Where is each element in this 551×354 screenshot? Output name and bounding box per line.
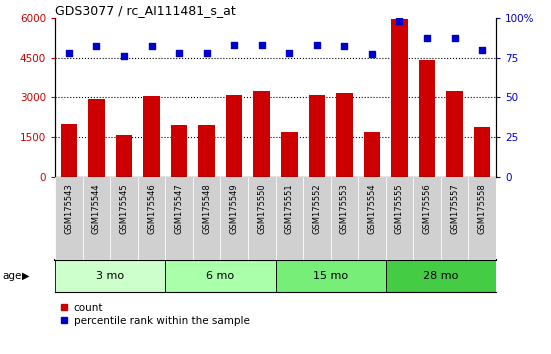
- FancyBboxPatch shape: [55, 177, 83, 260]
- FancyBboxPatch shape: [110, 177, 138, 260]
- FancyBboxPatch shape: [386, 260, 496, 292]
- Text: GSM175553: GSM175553: [340, 184, 349, 234]
- Point: [285, 50, 294, 56]
- Text: GSM175543: GSM175543: [64, 184, 73, 234]
- Point: [120, 53, 128, 59]
- FancyBboxPatch shape: [165, 177, 193, 260]
- Text: GSM175554: GSM175554: [368, 184, 376, 234]
- Text: GSM175551: GSM175551: [285, 184, 294, 234]
- Point: [368, 51, 376, 57]
- FancyBboxPatch shape: [303, 177, 331, 260]
- FancyBboxPatch shape: [83, 177, 110, 260]
- FancyBboxPatch shape: [55, 260, 165, 292]
- Bar: [253, 91, 270, 177]
- Point: [202, 50, 211, 56]
- Bar: [446, 91, 463, 177]
- Bar: [198, 125, 215, 177]
- Text: GSM175557: GSM175557: [450, 184, 459, 234]
- FancyBboxPatch shape: [276, 260, 386, 292]
- Text: GSM175546: GSM175546: [147, 184, 156, 234]
- Text: GSM175555: GSM175555: [395, 184, 404, 234]
- Text: age: age: [3, 271, 22, 281]
- FancyBboxPatch shape: [468, 177, 496, 260]
- FancyBboxPatch shape: [331, 177, 358, 260]
- Legend: count, percentile rank within the sample: count, percentile rank within the sample: [60, 303, 250, 326]
- Text: GDS3077 / rc_AI111481_s_at: GDS3077 / rc_AI111481_s_at: [55, 4, 236, 17]
- FancyBboxPatch shape: [138, 177, 165, 260]
- Point: [175, 50, 183, 56]
- Text: ▶: ▶: [22, 271, 30, 281]
- Text: GSM175545: GSM175545: [120, 184, 128, 234]
- Text: GSM175556: GSM175556: [423, 184, 431, 234]
- Bar: [336, 93, 353, 177]
- Point: [312, 42, 321, 47]
- Bar: [88, 99, 105, 177]
- Point: [423, 35, 431, 41]
- Bar: [364, 132, 380, 177]
- Point: [257, 42, 266, 47]
- Text: GSM175549: GSM175549: [230, 184, 239, 234]
- Bar: [309, 95, 325, 177]
- Point: [147, 44, 156, 49]
- Text: GSM175548: GSM175548: [202, 184, 211, 234]
- Point: [64, 50, 73, 56]
- Text: 28 mo: 28 mo: [423, 271, 458, 281]
- FancyBboxPatch shape: [193, 177, 220, 260]
- Bar: [116, 135, 132, 177]
- Bar: [419, 60, 435, 177]
- Point: [92, 44, 101, 49]
- Bar: [226, 95, 242, 177]
- Text: GSM175544: GSM175544: [92, 184, 101, 234]
- Point: [450, 35, 459, 41]
- Text: GSM175550: GSM175550: [257, 184, 266, 234]
- Bar: [474, 127, 490, 177]
- FancyBboxPatch shape: [248, 177, 276, 260]
- Point: [340, 44, 349, 49]
- Text: GSM175547: GSM175547: [175, 184, 183, 234]
- Bar: [281, 132, 298, 177]
- FancyBboxPatch shape: [220, 177, 248, 260]
- FancyBboxPatch shape: [165, 260, 276, 292]
- FancyBboxPatch shape: [441, 177, 468, 260]
- Point: [478, 47, 487, 52]
- Point: [230, 42, 239, 47]
- FancyBboxPatch shape: [386, 177, 413, 260]
- Bar: [61, 124, 77, 177]
- Point: [395, 18, 404, 24]
- Text: 6 mo: 6 mo: [206, 271, 235, 281]
- Bar: [143, 96, 160, 177]
- Text: 3 mo: 3 mo: [96, 271, 125, 281]
- FancyBboxPatch shape: [413, 177, 441, 260]
- FancyBboxPatch shape: [358, 177, 386, 260]
- Text: 15 mo: 15 mo: [313, 271, 348, 281]
- Bar: [171, 125, 187, 177]
- Text: GSM175558: GSM175558: [478, 184, 487, 234]
- Bar: [391, 19, 408, 177]
- FancyBboxPatch shape: [276, 177, 303, 260]
- Text: GSM175552: GSM175552: [312, 184, 321, 234]
